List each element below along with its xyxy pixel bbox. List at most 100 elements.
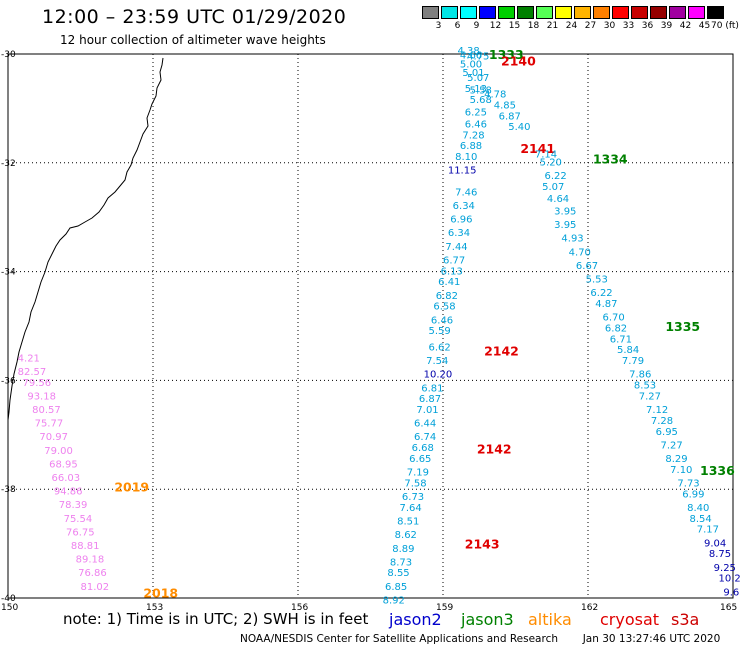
map-title: 12:00 – 23:59 UTC 01/29/2020 [42, 6, 347, 28]
wave-height-value: 5.20 [540, 158, 562, 169]
colorbar-label: 21 [546, 21, 559, 31]
wave-height-value: 6.46 [465, 119, 487, 130]
wave-height-value: 6.44 [414, 419, 436, 430]
wave-height-value: 75.54 [64, 514, 93, 525]
wave-height-value: 6.62 [429, 342, 451, 353]
wave-height-value: 4.64 [547, 194, 569, 205]
wave-height-value: 4.75 [467, 51, 489, 62]
wave-height-value: 6.41 [438, 277, 460, 288]
wave-height-value: 8.55 [387, 568, 409, 579]
pass-number-label: 2142 [477, 441, 512, 456]
wave-height-value: 4.38 [458, 46, 480, 57]
wave-height-value: 7.19 [407, 468, 429, 479]
wave-height-value: 8.92 [383, 595, 405, 606]
wave-height-value: 7.44 [445, 242, 467, 253]
wave-height-value: 8.51 [397, 517, 419, 528]
wave-height-value: 93.18 [27, 391, 56, 402]
wave-height-value: 8.54 [690, 514, 712, 525]
colorbar-swatch [650, 6, 667, 19]
wave-height-value: 7.58 [404, 478, 426, 489]
wave-height-value: 5.53 [586, 274, 608, 285]
wave-height-value: 5.84 [617, 345, 639, 356]
wave-height-value: 5.07 [467, 73, 489, 84]
wave-height-value: 6.71 [610, 334, 632, 345]
colorbar-label: 30 [603, 21, 616, 31]
colorbar-swatch [669, 6, 686, 19]
colorbar-label: 24 [565, 21, 578, 31]
colorbar-label: 33 [622, 21, 635, 31]
wave-height-value: 6.87 [419, 394, 441, 405]
wave-height-value: 7.27 [639, 391, 661, 402]
pass-number-label: 1334 [593, 151, 628, 166]
longitude-tick-label: 156 [291, 603, 308, 613]
latitude-tick-label: -34 [1, 268, 16, 278]
wave-height-value: 7.73 [677, 478, 699, 489]
wave-height-value: 6.77 [443, 255, 465, 266]
colorbar-swatch [517, 6, 534, 19]
colorbar-swatch [593, 6, 610, 19]
wave-height-value: 6.82 [436, 291, 458, 302]
wave-height-value: 7.28 [651, 416, 673, 427]
wave-height-value: 79.00 [44, 446, 73, 457]
colorbar-label: 27 [584, 21, 597, 31]
wave-height-value: 6.34 [453, 201, 475, 212]
wave-height-value: 82.57 [18, 367, 47, 378]
wave-height-value: 7.46 [455, 187, 477, 198]
wave-height-value: 6.82 [605, 323, 627, 334]
pass-number-label: 2019 [114, 479, 149, 494]
wave-height-value: 5.01 [462, 68, 484, 79]
footer-timestamp: Jan 30 13:27:46 UTC 2020 [582, 633, 721, 645]
colorbar-label: 12 [489, 21, 502, 31]
wave-height-value: 4.21 [18, 353, 40, 364]
pass-number-label: 2141 [520, 141, 555, 156]
wave-height-value: 6.70 [603, 313, 625, 324]
wave-height-value: 5.58 [470, 86, 492, 97]
wave-height-value: 76.86 [78, 568, 107, 579]
colorbar-swatch [441, 6, 458, 19]
wave-height-value: 5.00 [460, 60, 482, 71]
legend-s3a: s3a [671, 610, 700, 629]
longitude-tick-label: 162 [581, 603, 598, 613]
longitude-tick-label: 159 [436, 603, 453, 613]
wave-height-value: 7.64 [400, 503, 422, 514]
wave-height-value: 4.78 [484, 90, 506, 101]
wave-height-value: 8.10 [455, 152, 477, 163]
latitude-tick-label: -38 [1, 485, 16, 495]
wave-height-value: 4.85 [494, 100, 516, 111]
colorbar-label: 18 [527, 21, 540, 31]
latitude-tick-label: -30 [1, 50, 16, 60]
colorbar-swatch [536, 6, 553, 19]
footer-credit: NOAA/NESDIS Center for Satellite Applica… [240, 633, 558, 645]
pass-number-label: 2140 [501, 54, 536, 69]
wave-height-value: 7.27 [661, 440, 683, 451]
map-grid [7, 53, 734, 599]
wave-height-value: 4.66 [460, 50, 482, 61]
wave-height-value: 6.95 [656, 427, 678, 438]
map-subtitle: 12 hour collection of altimeter wave hei… [60, 33, 326, 47]
colorbar-label: 70 (ft) [711, 21, 739, 31]
wave-height-value: 5.13 [465, 84, 487, 95]
longitude-tick-label: 150 [1, 603, 18, 613]
colorbar-swatch [631, 6, 648, 19]
wave-height-value: 9.04 [704, 538, 726, 549]
legend-cryosat: cryosat [600, 610, 660, 629]
wave-height-value: 5.07 [542, 182, 564, 193]
wave-height-value: 7.01 [416, 405, 438, 416]
wave-height-value: 6.85 [385, 582, 407, 593]
colorbar-label: 9 [473, 21, 480, 31]
colorbar-swatch [555, 6, 572, 19]
wave-height-value: 68.95 [49, 459, 78, 470]
colorbar-label: 39 [660, 21, 673, 31]
wave-height-value: 9.62 [723, 587, 740, 598]
wave-height-value: 6.67 [576, 261, 598, 272]
legend-jason3: jason3 [461, 610, 514, 629]
wave-height-value: 8.29 [665, 454, 687, 465]
wave-height-value: 78.39 [59, 500, 88, 511]
wave-height-value: 10.26 [719, 574, 740, 585]
colorbar-swatch [612, 6, 629, 19]
colorbar-swatch [574, 6, 591, 19]
legend-jason2: jason2 [389, 610, 442, 629]
legend-altika: altika [528, 610, 572, 629]
wave-height-value: 76.75 [66, 527, 95, 538]
